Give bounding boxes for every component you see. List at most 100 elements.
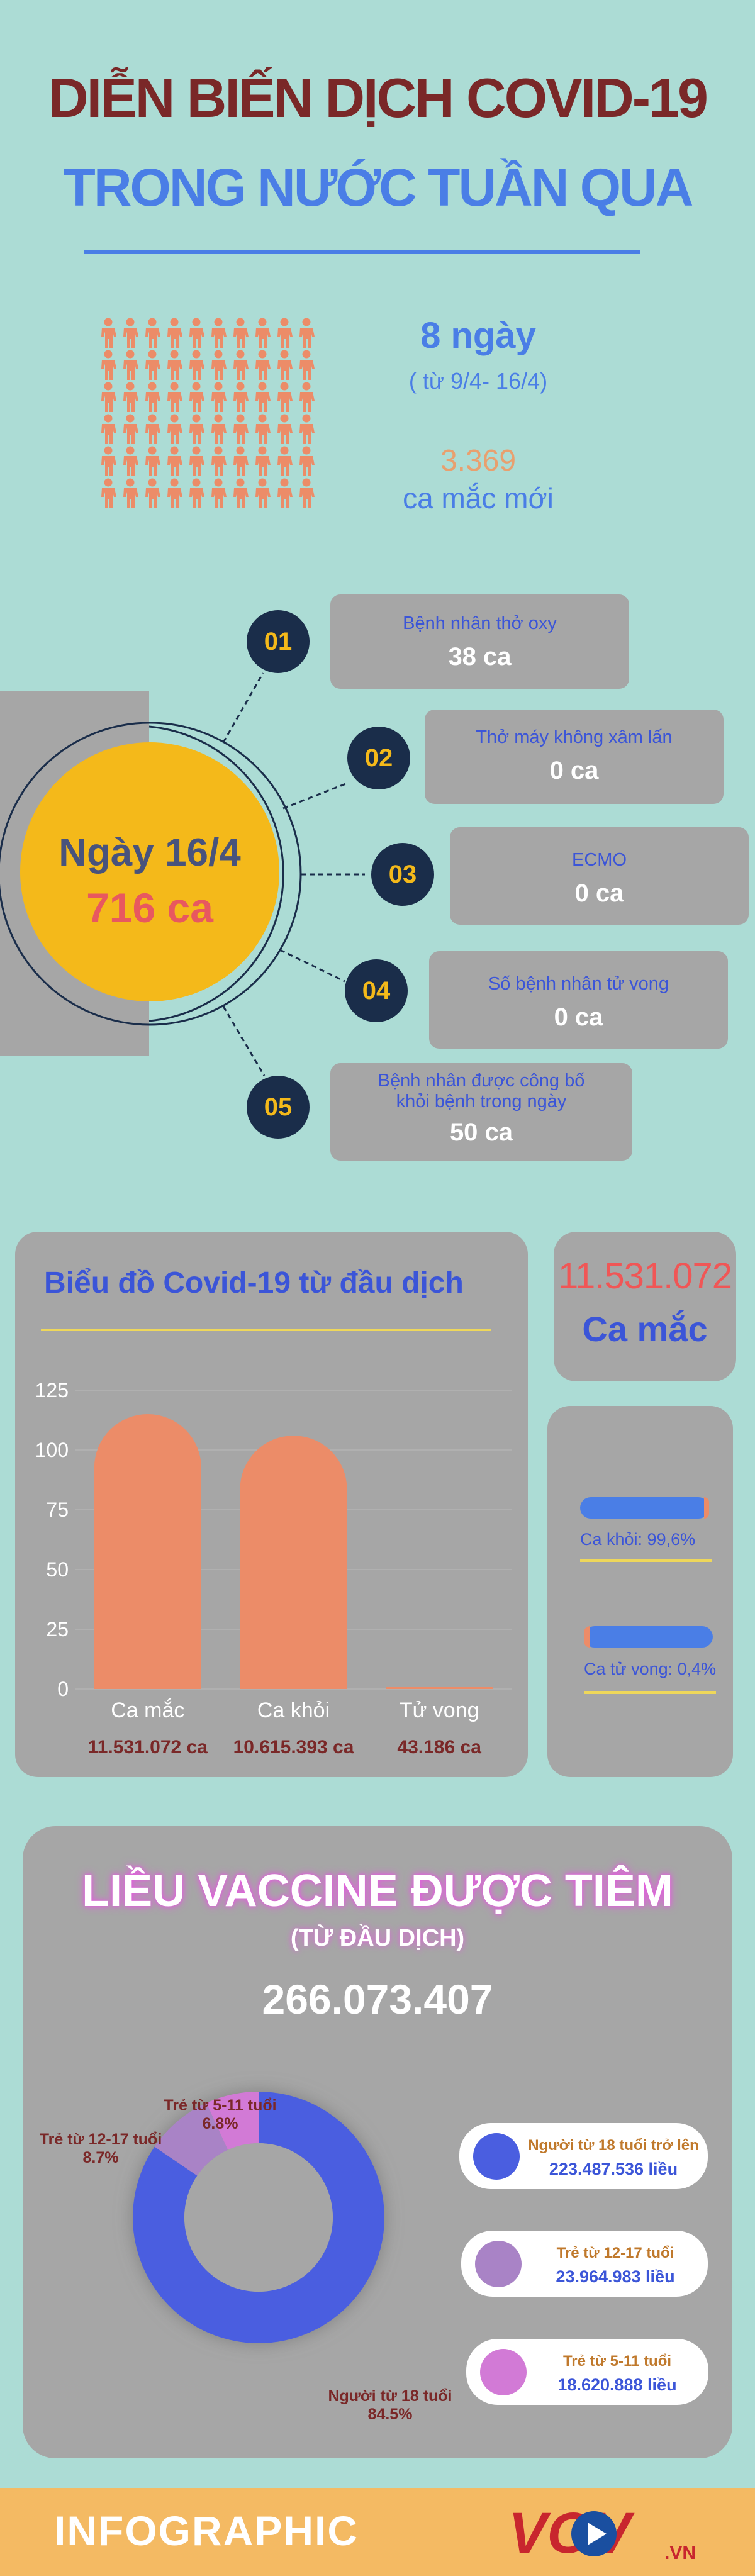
person-icon <box>211 478 226 508</box>
person-icon <box>167 414 182 444</box>
person-icon <box>101 446 116 476</box>
person-icon <box>233 382 249 412</box>
stat-box-recovered: Bệnh nhân được công bố khỏi bệnh trong n… <box>330 1063 632 1161</box>
footer-text: INFOGRAPHIC <box>54 2507 359 2554</box>
stat-number-05: 05 <box>247 1076 310 1139</box>
person-icon <box>277 478 293 508</box>
legend-12-17: Trẻ từ 12-17 tuổi 23.964.983 liều <box>461 2231 708 2297</box>
person-icon <box>277 318 293 348</box>
legend-dot <box>480 2349 527 2395</box>
person-icon <box>277 350 293 380</box>
person-icon <box>167 382 182 412</box>
data-label: 10.615.393 ca <box>233 1737 354 1758</box>
person-icon <box>189 382 204 412</box>
stat-number-04: 04 <box>345 959 408 1022</box>
donut-slice <box>154 2102 228 2176</box>
person-icon <box>167 318 182 348</box>
legend-value: 18.620.888 liều <box>557 2375 677 2394</box>
recovered-ratio-bar <box>580 1497 709 1519</box>
person-icon <box>189 318 204 348</box>
person-icon <box>189 478 204 508</box>
person-icon <box>211 382 226 412</box>
slice-percent: 8.7% <box>82 2149 119 2166</box>
vaccine-donut-chart <box>132 2092 384 2343</box>
stat-number-01: 01 <box>247 610 310 673</box>
person-icon <box>299 382 315 412</box>
person-icon <box>123 318 138 348</box>
connector-lines <box>0 672 365 1076</box>
person-icon <box>211 318 226 348</box>
person-icon <box>167 350 182 380</box>
vaccine-title: LIỀU VACCINE ĐƯỢC TIÊM <box>82 1866 673 1916</box>
stat-box-oxygen: Bệnh nhân thở oxy 38 ca <box>330 594 629 689</box>
person-icon <box>123 446 138 476</box>
person-icon <box>233 318 249 348</box>
bar-chart: 0 25 50 75 100 125 Ca mắc 11.531.072 ca Ca khỏi 1… <box>35 1379 512 1758</box>
new-cases-number: 3.369 <box>440 444 517 477</box>
x-tick-label: Tử vong <box>400 1698 479 1722</box>
slice-label-5-11: Trẻ từ 5-11 tuổi 6.8% <box>151 2097 289 2133</box>
footer-bar <box>0 2488 755 2576</box>
new-cases-label: ca mắc mới <box>403 482 554 515</box>
slice-percent: 6.8% <box>202 2115 238 2133</box>
stat-title: Bệnh nhân được công bố <box>378 1071 585 1091</box>
person-icon <box>101 318 116 348</box>
person-icon <box>255 478 271 508</box>
day-cases: 716 ca <box>86 884 213 931</box>
stat-value: 0 ca <box>554 1003 603 1031</box>
slice-name: Trẻ từ 5-11 tuổi <box>164 2097 277 2114</box>
bar <box>94 1414 201 1689</box>
donut-slice <box>132 2092 384 2343</box>
person-icon <box>189 446 204 476</box>
person-icon <box>255 382 271 412</box>
stat-value: 0 ca <box>549 757 599 784</box>
y-tick-label: 50 <box>46 1558 69 1581</box>
person-icon <box>277 446 293 476</box>
legend-value: 23.964.983 liều <box>556 2267 675 2286</box>
slice-name: Người từ 18 tuổi <box>328 2387 452 2405</box>
bar <box>240 1436 347 1689</box>
person-icon <box>167 478 182 508</box>
person-icon <box>233 478 249 508</box>
bar <box>386 1687 493 1689</box>
person-icon <box>299 350 315 380</box>
y-tick-label: 125 <box>35 1379 69 1402</box>
stat-value: 0 ca <box>574 879 624 907</box>
stat-value: 50 ca <box>449 1118 513 1146</box>
y-tick-label: 75 <box>46 1498 69 1521</box>
legend-title: Trẻ từ 12-17 tuổi <box>556 2244 674 2261</box>
person-icon <box>255 446 271 476</box>
person-icon <box>123 350 138 380</box>
total-cases-number: 11.531.072 <box>558 1256 732 1296</box>
stat-box-deaths: Số bệnh nhân tử vong 0 ca <box>429 951 728 1049</box>
person-icon <box>145 350 160 380</box>
date-range: ( từ 9/4- 16/4) <box>408 368 548 394</box>
person-icon <box>189 350 204 380</box>
stat-box-ecmo: ECMO 0 ca <box>450 827 749 925</box>
recovered-ratio-label: Ca khỏi: 99,6% <box>580 1530 696 1549</box>
data-label: 11.531.072 ca <box>88 1737 208 1758</box>
y-tick-label: 0 <box>57 1678 69 1700</box>
person-icon <box>211 446 226 476</box>
person-icon <box>189 414 204 444</box>
days-count: 8 ngày <box>420 315 536 356</box>
person-icon <box>255 350 271 380</box>
ratio-divider <box>580 1559 712 1562</box>
person-icon <box>211 350 226 380</box>
person-icon <box>299 446 315 476</box>
vaccine-subtitle: (TỪ ĐẦU DỊCH) <box>290 1925 465 1951</box>
page-subtitle: TRONG NƯỚC TUẦN QUA <box>63 158 694 217</box>
person-icon <box>101 414 116 444</box>
legend-dot <box>475 2241 522 2287</box>
legend-value: 223.487.536 liều <box>549 2160 678 2178</box>
ratio-panel <box>547 1406 733 1777</box>
logo-suffix: .VN <box>664 2543 696 2563</box>
person-icon <box>167 446 182 476</box>
data-label: 43.186 ca <box>397 1737 481 1758</box>
legend-18-plus: Người từ 18 tuổi trở lên 223.487.536 liề… <box>459 2123 708 2189</box>
vov-logo[interactable]: VOV .VN <box>508 2497 703 2567</box>
vaccine-total: 266.073.407 <box>262 1976 493 2022</box>
x-tick-label: Ca mắc <box>111 1698 184 1722</box>
day-label: Ngày 16/4 <box>59 831 241 874</box>
person-icon <box>145 318 160 348</box>
